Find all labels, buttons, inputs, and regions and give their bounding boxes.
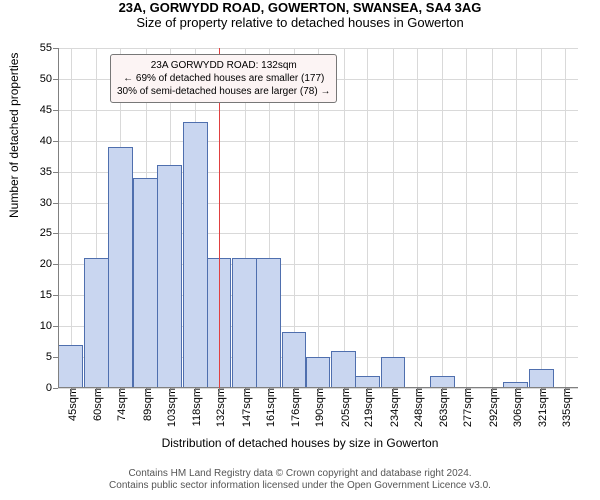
xtick-mark: [442, 388, 443, 393]
histogram-bar: [232, 258, 257, 388]
xtick-mark: [195, 388, 196, 393]
copyright-footer: Contains HM Land Registry data © Crown c…: [20, 468, 580, 492]
xtick-mark: [417, 388, 418, 393]
xtick-mark: [492, 388, 493, 393]
xtick-label: 190sqm: [310, 388, 326, 427]
xtick-mark: [294, 388, 295, 393]
y-axis-line: [58, 48, 59, 388]
annotation-line1: 23A GORWYDD ROAD: 132sqm: [117, 59, 330, 72]
gridline-v: [516, 48, 517, 388]
xtick-label: 234sqm: [385, 388, 401, 427]
gridline-v: [417, 48, 418, 388]
xtick-mark: [96, 388, 97, 393]
gridline-v: [442, 48, 443, 388]
xtick-label: 161sqm: [261, 388, 277, 427]
xtick-label: 103sqm: [162, 388, 178, 427]
xtick-mark: [541, 388, 542, 393]
xtick-mark: [269, 388, 270, 393]
xtick-label: 248sqm: [409, 388, 425, 427]
histogram-bar: [183, 122, 208, 388]
histogram-bar: [58, 345, 83, 388]
xtick-label: 118sqm: [187, 388, 203, 426]
annotation-line3: 30% of semi-detached houses are larger (…: [117, 85, 330, 98]
xtick-label: 147sqm: [237, 388, 253, 427]
gridline-v: [344, 48, 345, 388]
xtick-mark: [71, 388, 72, 393]
histogram-bar: [331, 351, 356, 388]
xtick-label: 292sqm: [484, 388, 500, 427]
gridline-v: [466, 48, 467, 388]
xtick-label: 205sqm: [336, 388, 352, 427]
gridline-v: [367, 48, 368, 388]
gridline-v: [71, 48, 72, 388]
xtick-label: 219sqm: [359, 388, 375, 427]
gridline-v: [541, 48, 542, 388]
gridline-v: [393, 48, 394, 388]
histogram-bar: [84, 258, 109, 388]
xtick-label: 176sqm: [286, 388, 302, 427]
histogram-bar: [282, 332, 307, 388]
xtick-label: 263sqm: [434, 388, 450, 427]
xtick-mark: [367, 388, 368, 393]
xtick-label: 335sqm: [557, 388, 573, 427]
xtick-mark: [170, 388, 171, 393]
xtick-mark: [565, 388, 566, 393]
annotation-box: 23A GORWYDD ROAD: 132sqm← 69% of detache…: [110, 54, 337, 103]
xtick-mark: [466, 388, 467, 393]
xtick-mark: [120, 388, 121, 393]
x-axis-line: [58, 387, 578, 388]
xtick-mark: [516, 388, 517, 393]
gridline-v: [565, 48, 566, 388]
xtick-mark: [344, 388, 345, 393]
xtick-mark: [219, 388, 220, 393]
xtick-mark: [393, 388, 394, 393]
y-axis-label: Number of detached properties: [7, 53, 21, 218]
gridline-v: [492, 48, 493, 388]
xtick-mark: [146, 388, 147, 393]
xtick-mark: [245, 388, 246, 393]
xtick-label: 132sqm: [211, 388, 227, 427]
xtick-label: 321sqm: [533, 388, 549, 427]
annotation-line2: ← 69% of detached houses are smaller (17…: [117, 72, 330, 85]
x-axis-label: Distribution of detached houses by size …: [162, 436, 439, 450]
ytick-mark: [53, 388, 58, 389]
histogram-bar: [256, 258, 281, 388]
histogram-bar: [133, 178, 158, 388]
copyright-line1: Contains HM Land Registry data © Crown c…: [128, 468, 471, 479]
histogram-bar: [529, 369, 554, 388]
histogram-bar: [108, 147, 133, 388]
xtick-mark: [318, 388, 319, 393]
copyright-line2: Contains public sector information licen…: [109, 480, 491, 491]
histogram-bar: [306, 357, 331, 388]
histogram-bar: [157, 165, 182, 388]
xtick-label: 277sqm: [458, 388, 474, 427]
page-title: 23A, GORWYDD ROAD, GOWERTON, SWANSEA, SA…: [0, 0, 600, 15]
chart-plot-area: 051015202530354045505545sqm60sqm74sqm89s…: [58, 48, 578, 388]
page-subtitle: Size of property relative to detached ho…: [0, 15, 600, 30]
histogram-bar: [381, 357, 406, 388]
xtick-label: 306sqm: [508, 388, 524, 427]
